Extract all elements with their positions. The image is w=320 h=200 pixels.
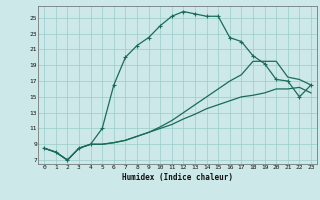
X-axis label: Humidex (Indice chaleur): Humidex (Indice chaleur)	[122, 173, 233, 182]
